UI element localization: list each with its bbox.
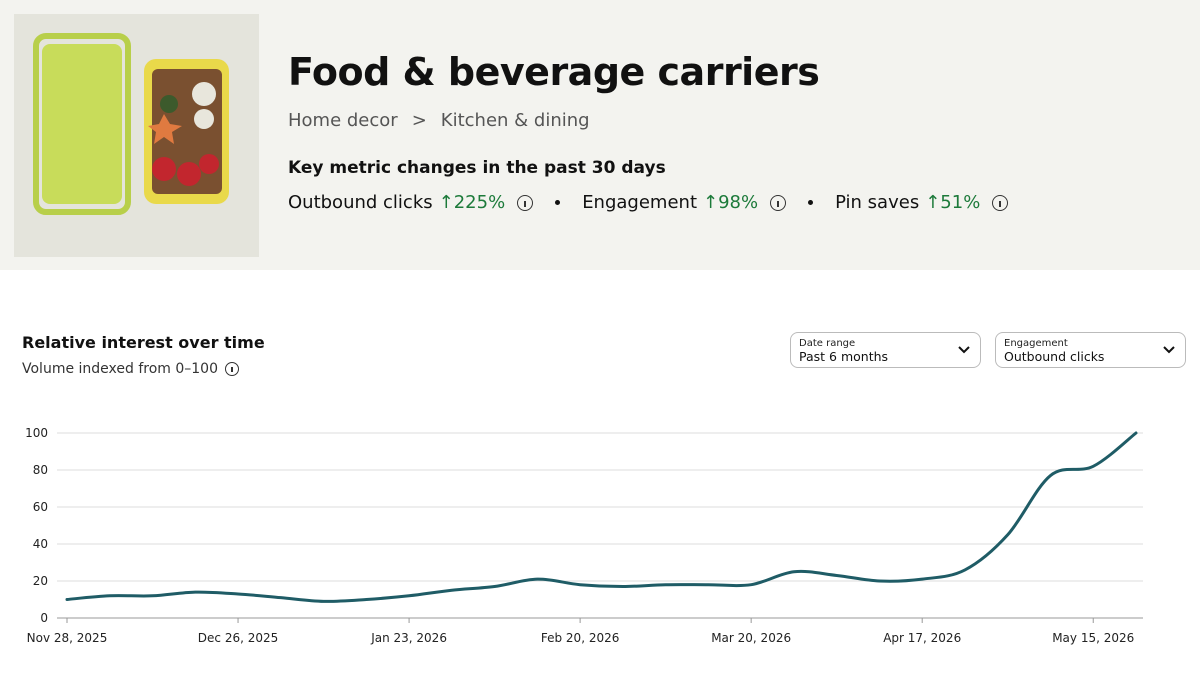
- y-tick-label: 60: [33, 500, 48, 514]
- x-tick-label: Mar 20, 2026: [711, 631, 791, 645]
- breadcrumb: Home decor > Kitchen & dining: [288, 110, 604, 131]
- y-tick-label: 20: [33, 574, 48, 588]
- info-icon[interactable]: [770, 194, 787, 211]
- x-tick-label: Feb 20, 2026: [541, 631, 620, 645]
- y-tick-label: 100: [25, 426, 48, 440]
- data-line: [65, 431, 1138, 603]
- dropdown-value: Past 6 months: [799, 349, 889, 364]
- chart: 0 20 40 60 80 100 Nov 28, 2025 Dec 26, 2025 Jan …: [25, 426, 1143, 645]
- info-icon[interactable]: [225, 362, 239, 376]
- chevron: [1163, 346, 1175, 354]
- x-tick-label: Dec 26, 2025: [198, 631, 278, 645]
- breadcrumb-separator: >: [411, 110, 427, 131]
- metric: Pin saves ↑51%: [835, 192, 1009, 213]
- x-tick-label: Apr 17, 2026: [883, 631, 961, 645]
- dropdown-label: Date range: [799, 338, 856, 349]
- separator-dot: [555, 200, 561, 205]
- dropdown-label: Engagement: [1004, 338, 1068, 349]
- chevron: [958, 346, 970, 354]
- info-icon[interactable]: [992, 194, 1009, 211]
- chart-title: Relative interest over time: [22, 333, 265, 352]
- y-tick-label: 40: [33, 537, 48, 551]
- dropdown-value: Outbound clicks: [1004, 349, 1105, 364]
- chart-subtitle: Volume indexed from 0–100: [22, 361, 239, 377]
- metric-label: Engagement: [582, 192, 697, 213]
- metric-change: ↑225%: [438, 192, 506, 213]
- metric-label: Outbound clicks: [288, 192, 433, 213]
- metric: Outbound clicks ↑225%: [288, 192, 534, 213]
- x-tick-label: Nov 28, 2025: [27, 631, 108, 645]
- metric: Engagement ↑98%: [582, 192, 787, 213]
- breadcrumb-item[interactable]: Kitchen & dining: [440, 110, 590, 131]
- date-range-dropdown[interactable]: Date range Past 6 months: [790, 332, 981, 368]
- product-image: [14, 14, 259, 257]
- metric-change: ↑51%: [925, 192, 981, 213]
- metrics: Outbound clicks ↑225% Engagement ↑98% Pin …: [288, 192, 1009, 213]
- subtitle-text: Volume indexed from 0–100: [22, 361, 218, 377]
- info-icon[interactable]: [517, 194, 534, 211]
- breadcrumb-item[interactable]: Home decor: [288, 110, 398, 131]
- y-tick-label: 0: [40, 611, 48, 625]
- separator-dot: [808, 200, 814, 205]
- metrics-heading: Key metric changes in the past 30 days: [288, 158, 666, 178]
- x-tick-label: May 15, 2026: [1052, 631, 1134, 645]
- metric-change: ↑98%: [703, 192, 759, 213]
- x-tick-label: Jan 23, 2026: [370, 631, 447, 645]
- engagement-dropdown[interactable]: Engagement Outbound clicks: [995, 332, 1186, 368]
- page-title: Food & beverage carriers: [288, 50, 820, 94]
- metric-label: Pin saves: [835, 192, 920, 213]
- y-tick-label: 80: [33, 463, 48, 477]
